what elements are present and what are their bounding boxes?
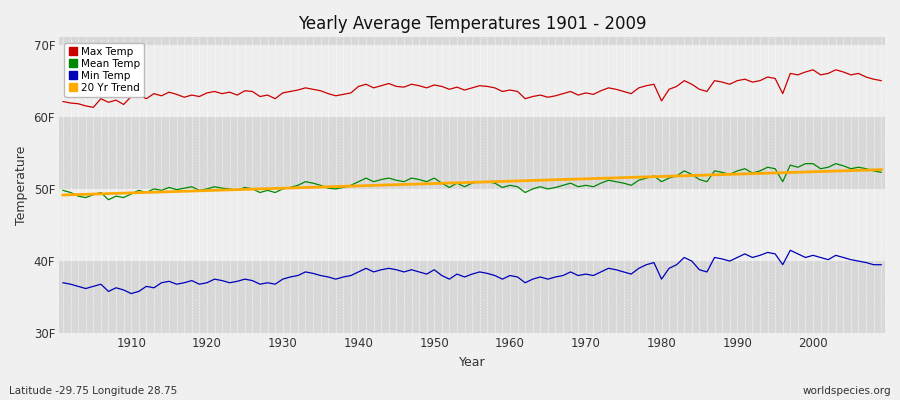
Bar — [59, 0, 885, 44]
Title: Yearly Average Temperatures 1901 - 2009: Yearly Average Temperatures 1901 - 2009 — [298, 15, 646, 33]
Bar — [59, 117, 885, 189]
Bar — [59, 189, 885, 261]
Text: worldspecies.org: worldspecies.org — [803, 386, 891, 396]
Bar — [59, 261, 885, 333]
Y-axis label: Temperature: Temperature — [15, 146, 28, 225]
Bar — [59, 44, 885, 117]
X-axis label: Year: Year — [459, 356, 485, 369]
Legend: Max Temp, Mean Temp, Min Temp, 20 Yr Trend: Max Temp, Mean Temp, Min Temp, 20 Yr Tre… — [65, 42, 144, 97]
Text: Latitude -29.75 Longitude 28.75: Latitude -29.75 Longitude 28.75 — [9, 386, 177, 396]
